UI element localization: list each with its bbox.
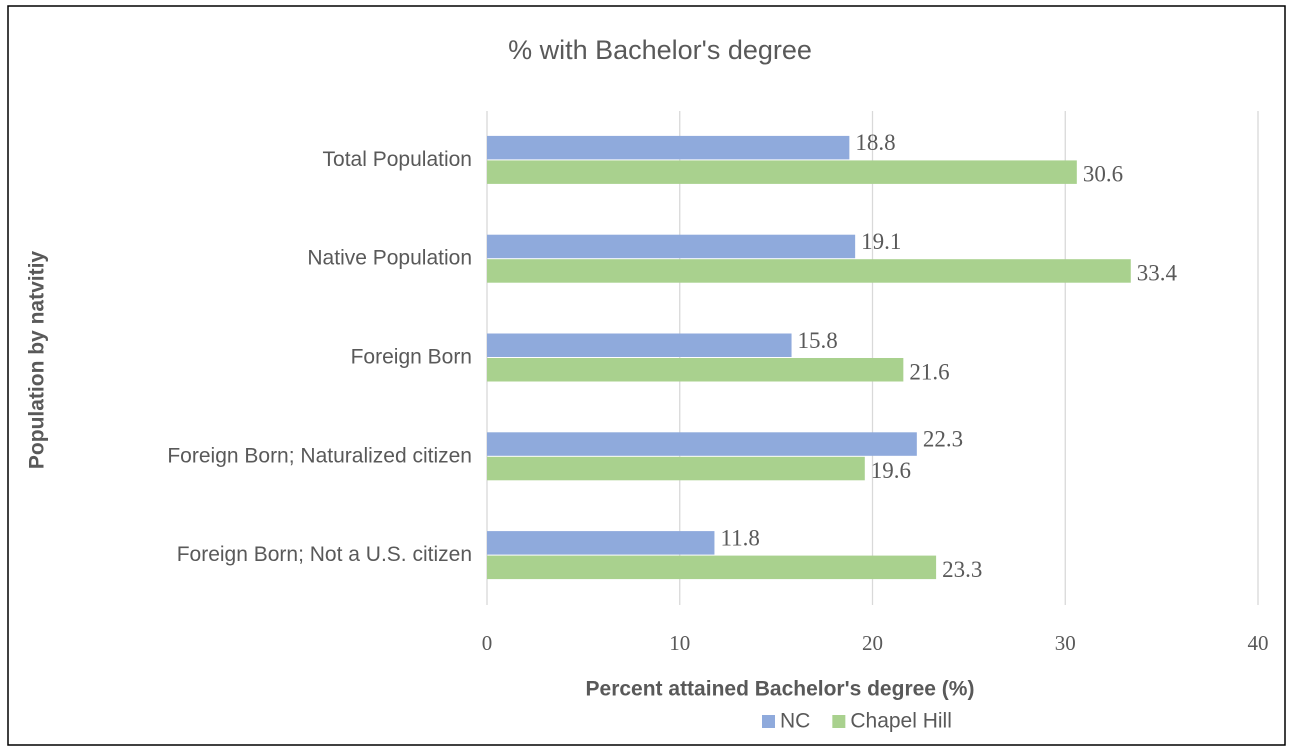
bar xyxy=(487,160,1077,184)
bar xyxy=(487,333,792,357)
data-label: 33.4 xyxy=(1137,260,1178,285)
bar xyxy=(487,432,917,456)
y-tick-label: Total Population xyxy=(323,148,472,171)
data-label: 18.8 xyxy=(855,130,895,155)
x-tick-label: 0 xyxy=(482,631,493,655)
legend-swatch xyxy=(762,715,775,728)
bar xyxy=(487,135,850,160)
bar xyxy=(487,531,715,555)
data-label: 30.6 xyxy=(1083,162,1123,187)
data-label: 21.6 xyxy=(909,359,949,384)
data-label: 11.8 xyxy=(720,525,759,550)
x-tick-label: 40 xyxy=(1248,631,1269,655)
chart-title: % with Bachelor's degree xyxy=(508,35,812,65)
data-label: 15.8 xyxy=(798,328,838,353)
bar xyxy=(487,234,856,259)
x-tick-label: 30 xyxy=(1055,631,1076,655)
bar xyxy=(487,259,1131,283)
bar xyxy=(487,456,865,481)
data-label: 19.1 xyxy=(861,229,901,254)
data-label: 23.3 xyxy=(942,557,982,582)
legend-label: Chapel Hill xyxy=(850,710,952,733)
x-tick-label: 10 xyxy=(669,631,690,655)
y-tick-label: Native Population xyxy=(307,247,472,270)
data-label: 22.3 xyxy=(923,427,963,452)
bar xyxy=(487,555,937,580)
legend-label: NC xyxy=(780,710,810,733)
data-label: 19.6 xyxy=(871,458,911,483)
bar xyxy=(487,358,904,382)
y-tick-label: Foreign Born; Naturalized citizen xyxy=(167,444,472,467)
legend-swatch xyxy=(832,715,846,728)
y-tick-label: Foreign Born; Not a U.S. citizen xyxy=(177,543,472,566)
y-axis-label: Population by natvitiy xyxy=(26,251,49,470)
y-tick-label: Foreign Born xyxy=(351,346,472,369)
x-axis-label: Percent attained Bachelor's degree (%) xyxy=(586,678,975,701)
x-tick-label: 20 xyxy=(862,631,883,655)
